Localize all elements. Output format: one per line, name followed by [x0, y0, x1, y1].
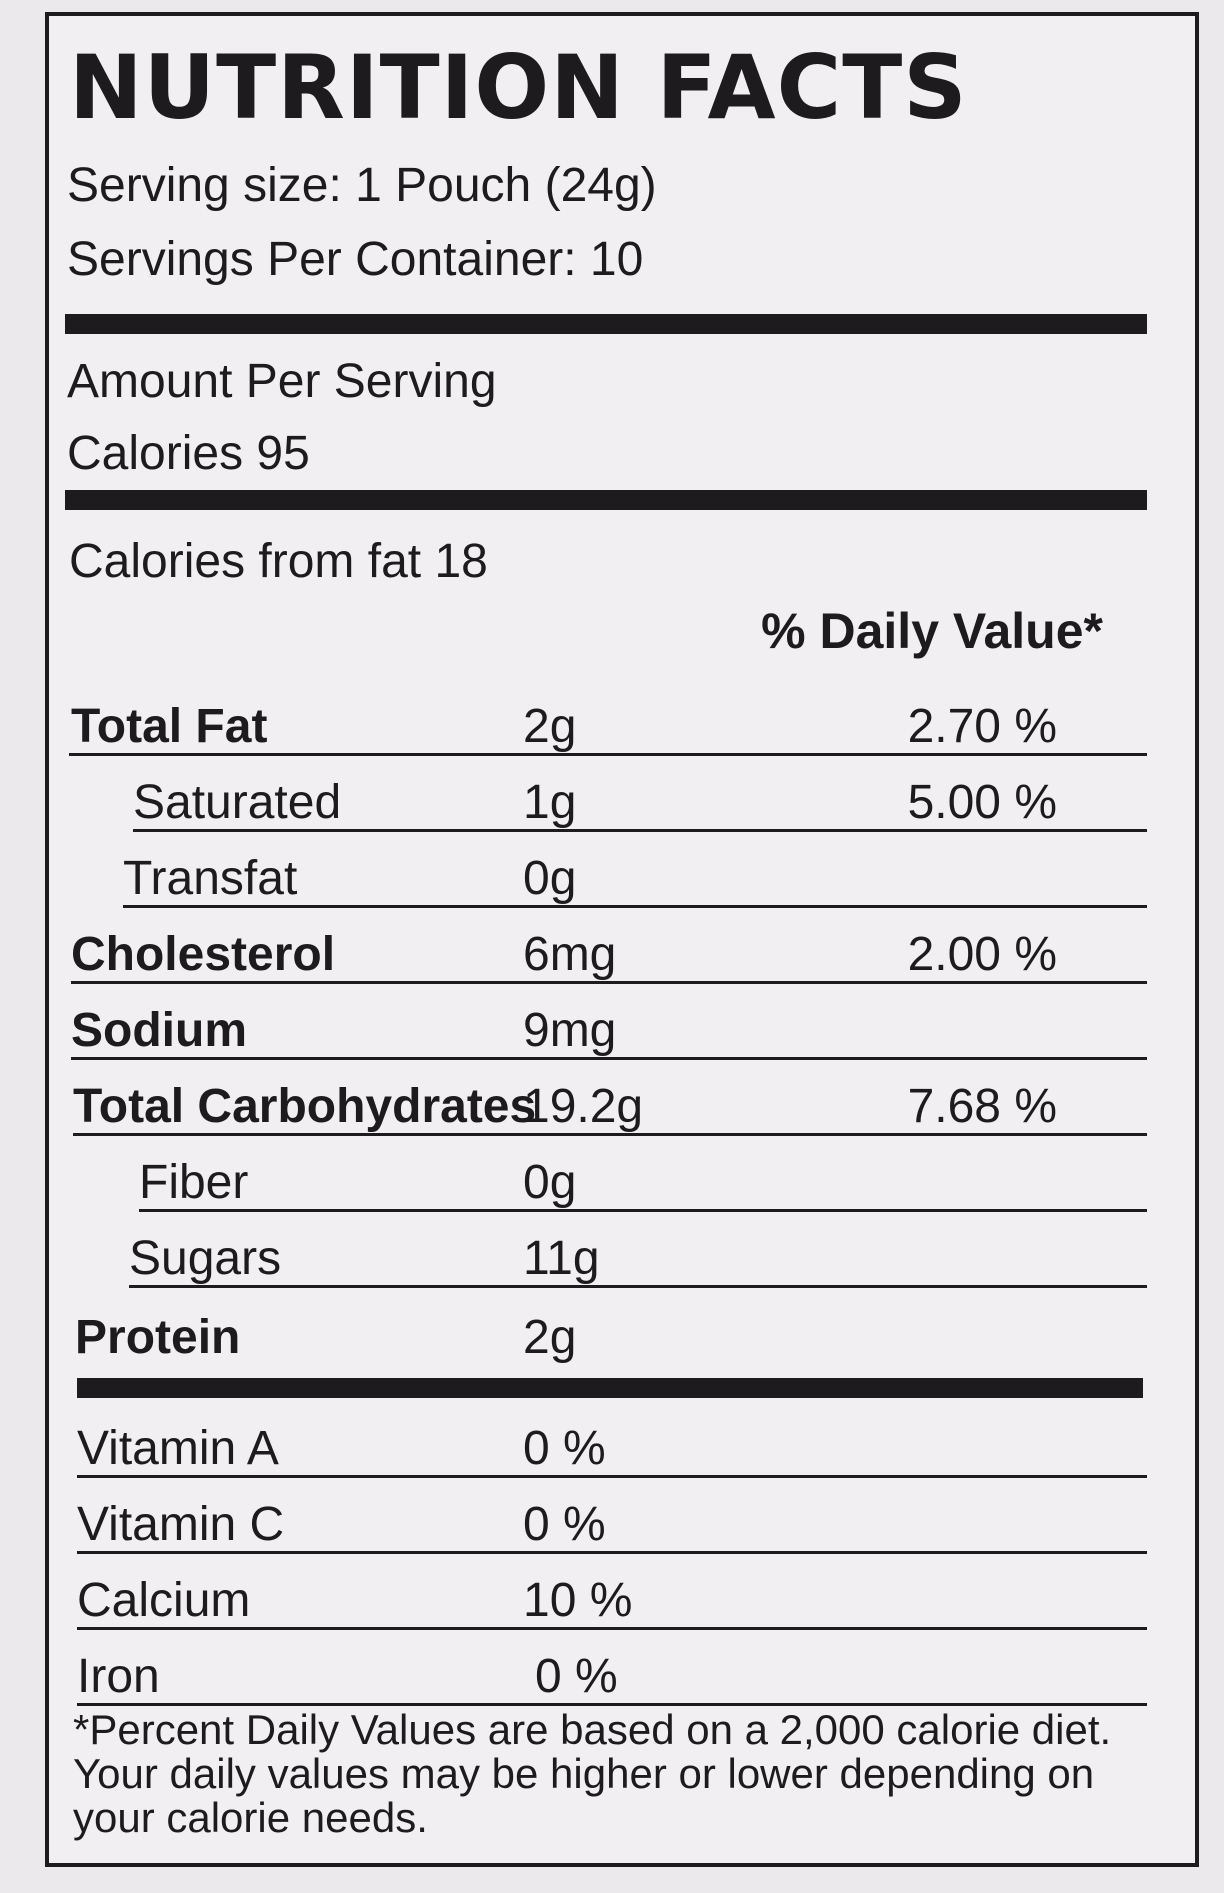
nutrition-facts-label: NUTRITION FACTS Serving size: 1 Pouch (2… — [45, 12, 1199, 1867]
nutrient-amount: 2g — [523, 700, 577, 753]
vitamin-row-iron: Iron 0 % — [77, 1640, 1147, 1706]
nutrient-row-transfat: Transfat 0g — [123, 842, 1147, 908]
vitamin-value: 10 % — [523, 1574, 633, 1627]
nutrient-amount: 11g — [523, 1232, 600, 1285]
nutrient-daily-value: 2.70 % — [907, 700, 1057, 753]
nutrient-row-total-fat: Total Fat 2g 2.70 % — [69, 690, 1147, 756]
nutrient-amount: 9mg — [523, 1004, 617, 1057]
nutrient-daily-value: 5.00 % — [907, 776, 1057, 829]
vitamin-value: 0 % — [535, 1650, 618, 1703]
vitamin-value: 0 % — [523, 1422, 606, 1475]
nutrient-row-sugars: Sugars 11g — [129, 1222, 1147, 1288]
divider-bar-top — [65, 314, 1147, 334]
vitamin-name: Vitamin A — [77, 1422, 279, 1475]
nutrient-row-fiber: Fiber 0g — [139, 1146, 1147, 1212]
vitamin-row-calcium: Calcium 10 % — [77, 1564, 1147, 1630]
nutrient-name: Sugars — [129, 1232, 282, 1285]
nutrient-name: Total Fat — [71, 700, 268, 753]
nutrient-row-sodium: Sodium 9mg — [71, 994, 1147, 1060]
servings-per-container: Servings Per Container: 10 — [67, 233, 644, 286]
nutrient-daily-value: 7.68 % — [907, 1080, 1057, 1133]
divider-bar-calories — [65, 490, 1147, 510]
nutrient-name: Total Carbohydrates — [73, 1080, 537, 1133]
divider-bar-vitamins — [77, 1378, 1143, 1398]
vitamin-name: Vitamin C — [77, 1498, 285, 1551]
nutrient-amount: 19.2g — [523, 1080, 644, 1133]
nutrient-row-saturated: Saturated 1g 5.00 % — [133, 766, 1147, 832]
nutrient-row-protein: Protein 2g — [75, 1298, 1147, 1364]
nutrient-name: Cholesterol — [71, 928, 336, 981]
nutrient-name: Transfat — [123, 852, 298, 905]
nutrient-amount: 0g — [523, 1156, 577, 1209]
nutrient-name: Protein — [75, 1311, 241, 1364]
nutrient-name: Fiber — [139, 1156, 249, 1209]
vitamin-row-vitamin-c: Vitamin C 0 % — [77, 1488, 1147, 1554]
vitamin-name: Iron — [77, 1650, 160, 1703]
serving-size: Serving size: 1 Pouch (24g) — [67, 159, 657, 212]
nutrient-amount: 2g — [523, 1311, 577, 1364]
nutrient-daily-value: 2.00 % — [907, 928, 1057, 981]
amount-per-serving: Amount Per Serving — [67, 355, 497, 408]
nutrient-name: Sodium — [71, 1004, 247, 1057]
nutrient-amount: 1g — [523, 776, 577, 829]
nutrient-name: Saturated — [133, 776, 342, 829]
vitamin-row-vitamin-a: Vitamin A 0 % — [77, 1412, 1147, 1478]
nutrient-amount: 0g — [523, 852, 577, 905]
footnote: *Percent Daily Values are based on a 2,0… — [73, 1706, 1112, 1842]
daily-value-header: % Daily Value* — [761, 603, 1103, 659]
calories: Calories 95 — [67, 427, 310, 480]
vitamin-value: 0 % — [523, 1498, 606, 1551]
nutrient-row-total-carbohydrates: Total Carbohydrates 19.2g 7.68 % — [73, 1070, 1147, 1136]
calories-from-fat: Calories from fat 18 — [69, 535, 488, 588]
nutrient-amount: 6mg — [523, 928, 617, 981]
label-title: NUTRITION FACTS — [69, 36, 968, 139]
vitamin-name: Calcium — [77, 1574, 251, 1627]
nutrient-row-cholesterol: Cholesterol 6mg 2.00 % — [71, 918, 1147, 984]
